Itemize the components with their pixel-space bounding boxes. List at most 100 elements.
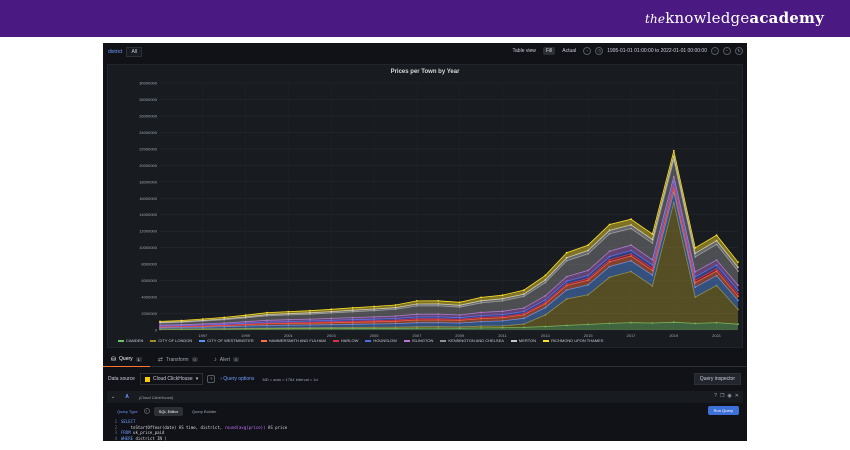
- data-point: [672, 321, 675, 324]
- data-point: [266, 319, 268, 322]
- sql-editor[interactable]: 1 SELECT 2 toStartOfYear(date) AS time, di…: [107, 419, 743, 441]
- legend-item[interactable]: CITY OF WESTMINSTER: [199, 338, 254, 343]
- data-point: [437, 316, 440, 318]
- variable-select[interactable]: All: [126, 47, 143, 57]
- data-point: [416, 316, 418, 318]
- legend-item[interactable]: KENSINGTON AND CHELSEA: [440, 338, 504, 343]
- query-options-button[interactable]: › Query options: [220, 376, 255, 382]
- y-tick-label: 16000000: [139, 196, 158, 201]
- chevron-left-icon[interactable]: ‹: [583, 47, 592, 55]
- brand-logo[interactable]: theknowledgeacademy: [645, 9, 824, 27]
- code-token: FROM: [121, 430, 131, 436]
- data-point: [587, 269, 589, 272]
- legend-swatch: [118, 339, 124, 342]
- series-line: [159, 156, 739, 323]
- data-point: [480, 296, 482, 299]
- data-point: [608, 265, 611, 268]
- data-point: [159, 320, 161, 323]
- data-point: [394, 322, 397, 325]
- info-icon[interactable]: i: [143, 408, 150, 414]
- help-icon[interactable]: ?: [207, 375, 216, 383]
- help-circle-icon[interactable]: ?: [714, 393, 717, 399]
- tab-alert-count: 0: [233, 357, 240, 362]
- data-point: [437, 299, 440, 302]
- legend-item[interactable]: HAMMERSMITH AND FULHAM: [260, 338, 326, 343]
- data-point: [694, 276, 697, 278]
- collapse-icon[interactable]: ⌄: [111, 394, 116, 400]
- trash-icon[interactable]: ✕: [734, 393, 739, 399]
- data-point: [523, 289, 525, 291]
- refresh-icon[interactable]: ↻: [735, 47, 743, 55]
- x-tick-label: 1997: [198, 333, 208, 338]
- data-point: [651, 322, 654, 324]
- data-point: [480, 320, 482, 323]
- y-tick-label: 0: [155, 328, 158, 333]
- data-point: [458, 322, 461, 324]
- data-point: [672, 191, 675, 193]
- copy-icon[interactable]: ❐: [719, 393, 725, 399]
- data-point: [737, 292, 739, 295]
- chart-legend: CAMDEN CITY OF LONDON CITY OF WESTMINSTER H…: [118, 338, 603, 343]
- tab-query[interactable]: ⛁ Query 1: [103, 353, 150, 367]
- series-area: [160, 176, 738, 326]
- table-view-toggle[interactable]: Table view: [512, 48, 536, 54]
- data-point: [244, 322, 247, 325]
- run-query-button[interactable]: Run Query: [707, 406, 739, 415]
- chart-panel: 0 2000000 4000000 6000000 8000000 10000000 120…: [107, 64, 743, 348]
- time-range-picker[interactable]: 1995-01-01 01:00:00 to 2022-01-01 00:00:…: [607, 48, 707, 54]
- legend-label: HOUNSLOW: [373, 338, 397, 343]
- data-point: [544, 306, 547, 309]
- data-point: [544, 325, 547, 328]
- data-point: [223, 318, 226, 320]
- line-number: 2: [114, 424, 117, 430]
- code-token: AS price: [265, 424, 288, 430]
- data-point: [715, 267, 718, 270]
- query-id[interactable]: A: [125, 394, 129, 400]
- legend-item[interactable]: ISLINGTON: [403, 338, 433, 343]
- x-tick-label: 2005: [370, 333, 380, 338]
- data-point: [180, 323, 183, 326]
- data-point: [330, 312, 333, 314]
- legend-item[interactable]: RICHMOND UPON THAMES: [543, 338, 603, 343]
- query-options-label: Query options: [223, 376, 255, 382]
- brand-bold: academy: [749, 9, 824, 27]
- tab-alert[interactable]: ♪ Alert 0: [206, 353, 248, 367]
- sql-editor-button[interactable]: SQL Editor: [153, 406, 184, 416]
- legend-item[interactable]: MERTON: [510, 338, 536, 343]
- data-point: [458, 318, 461, 321]
- y-tick-label: 8000000: [141, 262, 157, 267]
- tab-transform[interactable]: ⇄ Transform 0: [150, 353, 206, 367]
- legend-item[interactable]: CAMDEN: [118, 338, 143, 343]
- tab-alert-label: Alert: [219, 356, 231, 363]
- data-point: [501, 320, 504, 322]
- data-point: [715, 259, 718, 261]
- legend-label: KENSINGTON AND CHELSEA: [448, 338, 504, 343]
- data-point: [651, 258, 654, 261]
- data-point: [523, 310, 525, 313]
- data-point: [737, 308, 739, 311]
- fill-button[interactable]: Fill: [542, 47, 556, 55]
- data-point: [416, 325, 418, 328]
- actual-button[interactable]: Actual: [562, 48, 577, 54]
- clickhouse-icon: [144, 376, 150, 382]
- datasource-select[interactable]: Cloud ClickHouse ▾: [139, 373, 204, 385]
- tab-query-count: 1: [135, 356, 142, 362]
- data-point: [351, 320, 354, 322]
- y-tick-label: 12000000: [139, 229, 158, 234]
- x-tick-label: 2015: [584, 333, 594, 338]
- chevron-right-icon[interactable]: ›: [711, 47, 719, 55]
- editor-tabs: ⛁ Query 1 ⇄ Transform 0 ♪ Alert 0: [103, 353, 747, 367]
- data-point: [565, 298, 568, 300]
- data-point: [437, 325, 440, 328]
- data-point: [287, 324, 290, 327]
- legend-label: CITY OF WESTMINSTER: [207, 338, 254, 343]
- query-builder-button[interactable]: Query Builder: [192, 408, 217, 414]
- legend-item[interactable]: HOUNSLOW: [365, 338, 397, 343]
- legend-label: HAMMERSMITH AND FULHAM: [268, 338, 326, 343]
- legend-item[interactable]: HARLOW: [332, 338, 358, 343]
- query-inspector-button[interactable]: Query inspector: [693, 373, 741, 385]
- eye-icon[interactable]: ◉: [727, 393, 732, 399]
- legend-item[interactable]: CITY OF LONDON: [150, 338, 192, 343]
- zoom-out-icon[interactable]: −: [723, 47, 731, 55]
- data-point: [394, 326, 397, 328]
